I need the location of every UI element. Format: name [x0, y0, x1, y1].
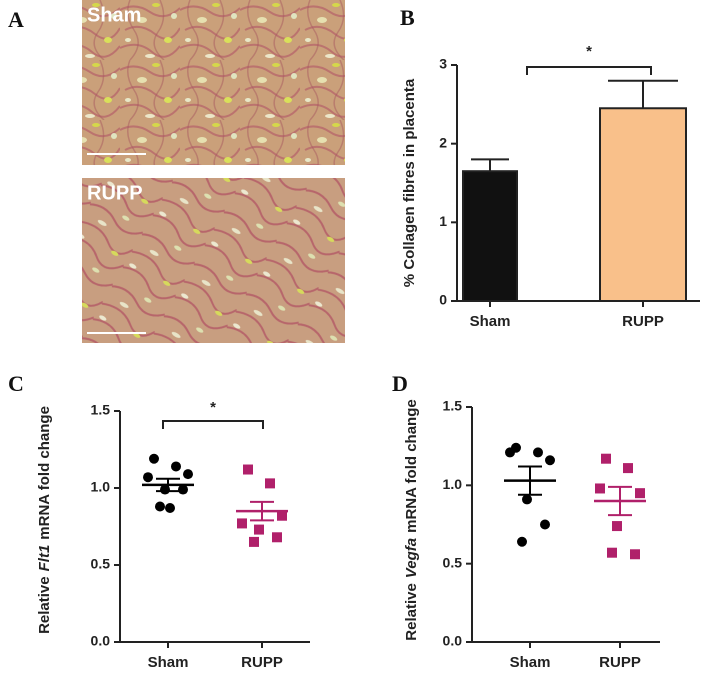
y-axis-label: % Collagen fibres in placenta: [401, 78, 418, 287]
y-tick-label: 1.0: [91, 479, 111, 495]
x-tick-label: RUPP: [599, 654, 641, 671]
y-axis-label-part: Flt1: [36, 545, 53, 572]
data-point: [265, 478, 275, 489]
panel-letter: B: [400, 5, 415, 30]
panel-letter: D: [392, 371, 408, 396]
data-point: [601, 453, 611, 464]
data-point: [237, 518, 247, 529]
panel: D Relative Vegfa mRNA fold change 0.0 0.5 1.0 1…: [392, 371, 660, 671]
bar: [599, 107, 687, 303]
data-point: [635, 488, 645, 499]
y-axis-label-part: % Collagen fibres in placenta: [401, 78, 418, 287]
x-tick-label: Sham: [148, 654, 189, 671]
data-point: [249, 536, 259, 547]
data-point: [607, 547, 617, 558]
data-point: [143, 472, 153, 483]
data-point: [254, 524, 264, 535]
significance-bracket: [526, 66, 652, 75]
y-tick-label: 0.5: [91, 556, 111, 572]
data-point: [505, 447, 515, 458]
significance-label: *: [210, 399, 216, 416]
data-point: [533, 447, 543, 458]
y-tick-label: 0.5: [443, 554, 463, 570]
data-point: [545, 455, 555, 466]
data-point: [612, 521, 622, 532]
data-point: [272, 532, 282, 543]
data-point: [517, 536, 527, 547]
panel: C Relative Flt1 mRNA fold change 0.0 0.5 1.0 1.…: [8, 371, 310, 671]
data-point: [595, 483, 605, 494]
y-tick-label: 2: [439, 134, 447, 150]
data-point: [540, 519, 550, 530]
y-tick-label: 1.0: [443, 476, 463, 492]
y-axis-label-part: Relative: [403, 583, 420, 641]
y-axis-label-part: mRNA fold change: [403, 399, 420, 533]
data-point: [183, 469, 193, 480]
data-point: [149, 453, 159, 464]
y-axis-label-part: Vegfa: [403, 538, 420, 578]
panel-letter: C: [8, 371, 24, 396]
data-point: [155, 501, 165, 512]
y-axis-label: Relative Vegfa mRNA fold change: [403, 399, 420, 640]
data-point: [522, 494, 532, 505]
x-tick-label: Sham: [470, 313, 511, 330]
data-point: [243, 464, 253, 475]
panel-letter: A: [8, 7, 24, 32]
bar: [462, 170, 518, 302]
y-tick-label: 1: [439, 213, 447, 229]
y-tick-label: 0.0: [443, 633, 463, 649]
x-tick-label: RUPP: [622, 313, 664, 330]
data-point: [623, 463, 633, 474]
x-tick-label: Sham: [510, 654, 551, 671]
significance-label: *: [586, 43, 592, 60]
panel: B % Collagen fibres in placenta 0 1 2 3 Sham RU…: [400, 5, 700, 330]
y-tick-label: 0: [439, 292, 447, 308]
y-axis-label-part: Relative: [36, 576, 53, 634]
x-tick-label: RUPP: [241, 654, 283, 671]
data-point: [171, 461, 181, 472]
micrograph: [82, 178, 345, 343]
significance-bracket: [162, 420, 264, 429]
data-point: [165, 503, 175, 514]
y-tick-label: 0.0: [91, 633, 111, 649]
image-label: Sham: [87, 4, 141, 26]
y-tick-label: 1.5: [91, 402, 111, 418]
panel-a: A Sham RUPP: [8, 0, 345, 343]
data-point: [630, 549, 640, 560]
data-point: [277, 510, 287, 521]
y-axis-label: Relative Flt1 mRNA fold change: [36, 406, 53, 634]
micrograph: [82, 0, 345, 165]
y-axis-label-part: mRNA fold change: [36, 406, 53, 540]
image-label: RUPP: [87, 182, 143, 204]
y-tick-label: 3: [439, 56, 447, 72]
data-point: [178, 484, 188, 495]
y-tick-label: 1.5: [443, 398, 463, 414]
